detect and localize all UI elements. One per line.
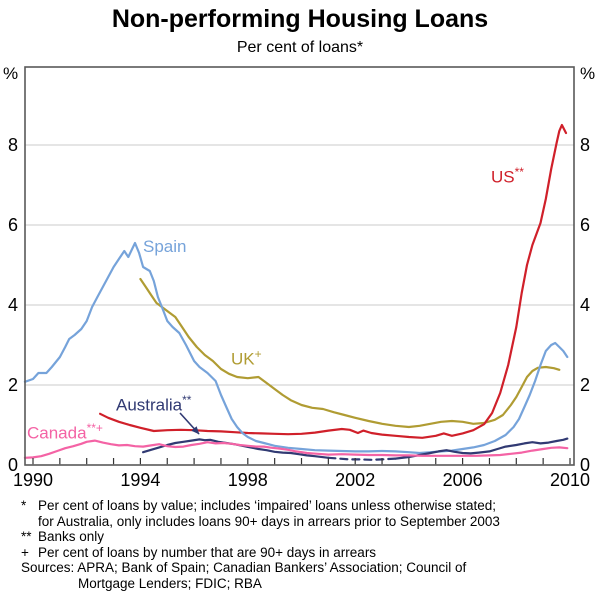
footnote-line: Per cent of loans by number that are 90+… xyxy=(38,544,377,560)
series-label-sup-australia: ** xyxy=(182,393,192,407)
series-line-uk xyxy=(139,277,561,429)
x-tick-label-2006: 2006 xyxy=(442,470,483,490)
series-label-sup-us: ** xyxy=(514,165,524,179)
footnote-text-2: Banks only xyxy=(38,529,592,545)
y-tick-label-left-6: 6 xyxy=(7,215,18,235)
series-label-sup-uk: + xyxy=(254,347,262,361)
y-tick-label-right-8: 8 xyxy=(580,135,591,155)
x-tick-label-2010: 2010 xyxy=(549,470,591,490)
series-lines-group xyxy=(23,123,569,461)
x-tick-label-1990: 1990 xyxy=(12,470,54,490)
series-line-australia-2 xyxy=(394,437,569,460)
series-label-text-uk: UK xyxy=(231,349,255,369)
y-tick-label-left-8: 8 xyxy=(7,135,18,155)
footnote-2: ** Banks only xyxy=(0,529,592,545)
series-label-australia: Australia** xyxy=(116,391,191,415)
footnote-1: * Per cent of loans by value; includes ‘i… xyxy=(0,498,592,529)
plot-frame-group xyxy=(24,66,575,466)
series-line-australia-dashed xyxy=(327,456,397,461)
series-line-spain xyxy=(23,241,569,455)
footnote-line: Per cent of loans by value; includes ‘im… xyxy=(38,498,496,513)
gridlines-group xyxy=(25,144,574,386)
y-tick-label-left-4: 4 xyxy=(7,295,18,315)
series-label-text-us: US xyxy=(491,167,515,187)
sources-line-1: Sources: APRA; Bank of Spain; Canadian B… xyxy=(21,560,592,576)
footnote-marker-3: + xyxy=(21,544,29,560)
annotation-arrow-australia xyxy=(179,412,200,435)
y-tick-label-right-4: 4 xyxy=(580,295,591,315)
footnote-marker-2: ** xyxy=(21,529,32,544)
series-label-text-canada: Canada xyxy=(27,423,87,443)
footnote-text-3: Per cent of loans by number that are 90+… xyxy=(38,545,592,561)
footnote-text-1: Per cent of loans by value; includes ‘im… xyxy=(38,498,592,529)
series-label-sup-canada: **+ xyxy=(86,421,103,435)
series-label-text-spain: Spain xyxy=(143,237,187,256)
y-tick-label-right-6: 6 xyxy=(580,215,591,235)
chart-subtitle: Per cent of loans* xyxy=(236,39,364,56)
series-label-canada: Canada**+ xyxy=(27,419,103,443)
y-tick-label-right-0: 0 xyxy=(580,455,591,475)
footnote-line: for Australia, only includes loans 90+ d… xyxy=(38,513,500,529)
series-label-uk: UK+ xyxy=(231,345,262,369)
footnote-3: + Per cent of loans by number that are 90… xyxy=(0,545,592,561)
sources-text-1: APRA; Bank of Spain; Canadian Bankers’ A… xyxy=(77,560,467,575)
plot-border xyxy=(24,66,575,466)
y-tick-label-right-2: 2 xyxy=(580,375,591,395)
series-line-canada xyxy=(23,439,569,459)
axis-ticks-group xyxy=(32,458,571,465)
sources-label: Sources: xyxy=(21,560,78,575)
footnotes-block: * Per cent of loans by value; includes ‘i… xyxy=(0,498,592,591)
chart-title: Non-performing Housing Loans xyxy=(111,5,489,33)
series-label-us: US** xyxy=(491,163,524,187)
y-tick-label-left-0: 0 xyxy=(7,455,18,475)
footnote-line: Banks only xyxy=(38,529,105,544)
x-tick-label-1998: 1998 xyxy=(227,470,268,490)
sources-line: Sources: APRA; Bank of Spain; Canadian B… xyxy=(0,560,592,591)
y-axis-unit-left: % xyxy=(3,64,19,83)
series-label-spain: Spain xyxy=(143,238,186,256)
footnote-marker-1: * xyxy=(21,498,27,513)
x-tick-label-2002: 2002 xyxy=(335,470,376,490)
x-tick-label-1994: 1994 xyxy=(120,470,161,490)
series-label-text-australia: Australia xyxy=(116,395,183,415)
sources-text-2: Mortgage Lenders; FDIC; RBA xyxy=(78,575,262,591)
y-axis-unit-right: % xyxy=(580,64,596,83)
annotations-group xyxy=(179,412,200,435)
y-tick-label-left-2: 2 xyxy=(7,375,18,395)
